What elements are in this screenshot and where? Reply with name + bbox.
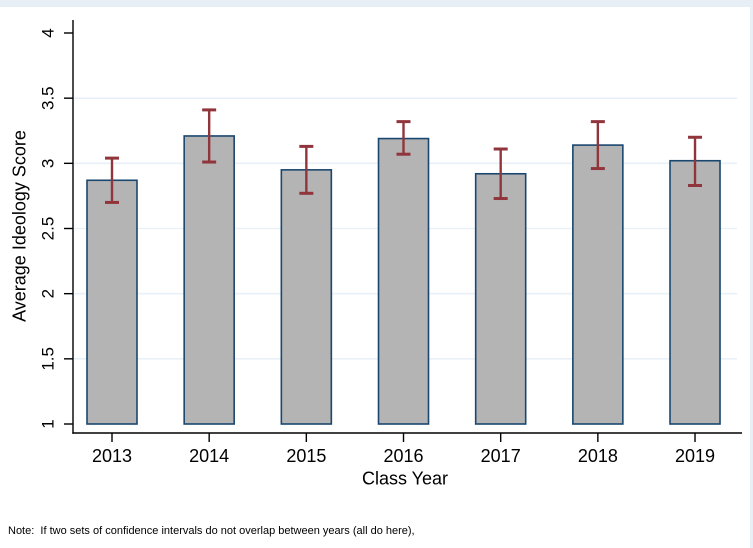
bar-2015 xyxy=(280,169,333,425)
y-tick-label: 1 xyxy=(39,419,58,428)
chart-note: Note: If two sets of confidence interval… xyxy=(8,496,415,548)
bar-2013 xyxy=(86,179,138,425)
figure-right-border xyxy=(750,0,753,548)
y-tick-label: 4 xyxy=(39,28,58,37)
x-tick-label-2013: 2013 xyxy=(92,446,132,466)
x-axis-title-text: Class Year xyxy=(361,468,449,489)
x-tick-label-2018: 2018 xyxy=(578,446,618,466)
y-tick-label: 3 xyxy=(39,159,58,168)
y-tick-label: 2.5 xyxy=(39,217,58,241)
figure-top-border xyxy=(0,0,753,7)
y-tick-label: 2 xyxy=(39,289,58,298)
note-line-1: Note: If two sets of confidence interval… xyxy=(8,525,415,537)
bar-2017 xyxy=(474,172,527,425)
bar-2019 xyxy=(669,159,721,425)
bar-2016 xyxy=(377,137,430,425)
bar-2014 xyxy=(183,135,235,425)
x-tick-label-2015: 2015 xyxy=(286,446,326,466)
x-tick-label-2017: 2017 xyxy=(481,446,521,466)
y-axis-title-text: Average Ideology Score xyxy=(9,130,30,322)
x-tick-label-2016: 2016 xyxy=(383,446,423,466)
bar-2018 xyxy=(572,144,624,425)
x-tick-label-2019: 2019 xyxy=(675,446,715,466)
y-tick-label: 1.5 xyxy=(39,347,58,371)
x-tick-label-2014: 2014 xyxy=(189,446,229,466)
y-tick-label: 3.5 xyxy=(39,86,58,110)
